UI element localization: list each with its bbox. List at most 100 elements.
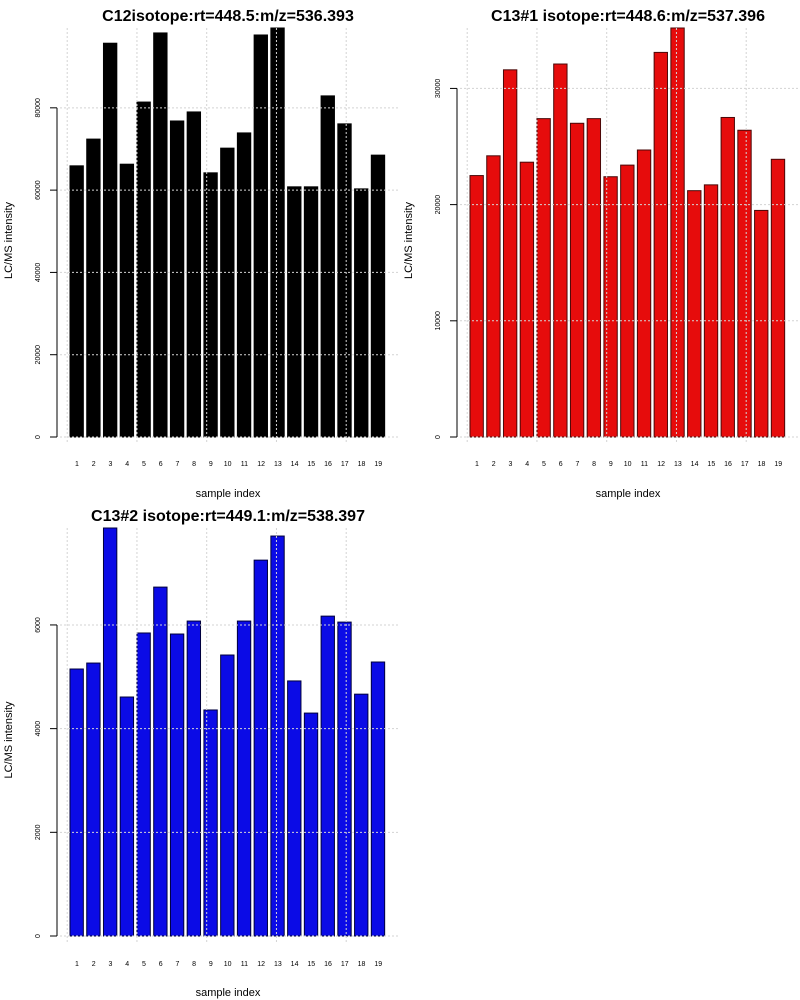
bar-6: [153, 32, 168, 438]
x-tick-label: 7: [175, 961, 179, 968]
bar-9: [603, 176, 618, 438]
y-axis-label: LC/MS intensity: [3, 701, 15, 779]
grid: [460, 28, 798, 443]
x-tick-label: 8: [592, 461, 596, 468]
bar-19: [770, 158, 786, 438]
x-tick-label: 16: [724, 461, 732, 468]
x-tick-label: 8: [192, 461, 196, 468]
bar-12: [653, 51, 668, 438]
grid: [60, 528, 398, 942]
bar-3: [102, 527, 118, 937]
x-tick-label: 9: [209, 461, 213, 468]
bar-6: [153, 586, 168, 937]
bar-16: [720, 116, 735, 438]
y-tick-label: 20000: [435, 195, 442, 215]
bar-4: [119, 163, 135, 438]
bar-7: [169, 120, 185, 438]
bar-5: [136, 101, 151, 438]
x-tick-label: 9: [609, 461, 613, 468]
bar-10: [620, 164, 635, 438]
x-tick-label: 5: [542, 461, 546, 468]
x-tick-label: 6: [559, 461, 563, 468]
x-tick-label: 16: [324, 961, 332, 968]
x-tick-label: 2: [492, 461, 496, 468]
y-tick-label: 10000: [435, 311, 442, 331]
x-tick-label: 12: [657, 461, 665, 468]
y-tick-label: 0: [35, 934, 42, 938]
chart-panel-3: C13#2 isotope:rt=449.1:m/z=538.397 0 2000 4…: [3, 508, 398, 999]
x-tick-label: 14: [291, 461, 299, 468]
bar-13: [270, 535, 285, 937]
bar-18: [754, 209, 769, 438]
bar-2: [86, 138, 101, 438]
x-tick-label: 13: [674, 461, 682, 468]
x-tick-label: 14: [691, 461, 699, 468]
x-tick-label: 16: [324, 461, 332, 468]
bar-15: [703, 184, 719, 438]
x-tick-label: 8: [192, 961, 196, 968]
x-tick-label: 19: [374, 961, 382, 968]
bar-3: [102, 42, 118, 438]
x-tick-label: 5: [142, 961, 146, 968]
x-tick-label: 4: [125, 961, 129, 968]
bar-5: [536, 118, 551, 438]
y-axis-label: LC/MS intensity: [403, 201, 415, 279]
bar-10: [220, 147, 235, 438]
bar-9: [203, 709, 218, 937]
x-axis-label: sample index: [596, 488, 661, 500]
bar-6: [553, 63, 568, 438]
bar-8: [186, 620, 202, 937]
y-tick-label: 6000: [35, 617, 42, 633]
bar-16: [320, 615, 335, 937]
x-tick-label: 1: [75, 461, 79, 468]
x-tick-label: 13: [274, 961, 282, 968]
x-tick-label: 11: [641, 461, 648, 468]
grid: [60, 28, 398, 443]
bar-11: [236, 620, 252, 937]
x-tick-label: 17: [741, 461, 749, 468]
bar-2: [486, 155, 501, 438]
x-tick-label: 11: [241, 461, 248, 468]
bar-15: [303, 186, 319, 438]
x-tick-label: 18: [358, 461, 366, 468]
y-axis: 0 10000 20000 30000: [435, 79, 458, 439]
bar-11: [636, 149, 652, 438]
x-tick-label: 14: [291, 961, 299, 968]
x-tick-labels: 1 2 3 4 5 6 7 8 9 10 11 12 13 14 15 16 17 18 19: [75, 961, 382, 968]
bars: [69, 27, 386, 438]
bar-18: [354, 188, 369, 438]
bar-11: [236, 132, 252, 438]
bar-3: [502, 69, 518, 438]
bar-14: [287, 186, 302, 438]
x-tick-label: 11: [241, 961, 248, 968]
bar-12: [253, 559, 268, 937]
chart-title: C13#1 isotope:rt=448.6:m/z=537.396: [491, 8, 765, 25]
x-tick-label: 9: [209, 961, 213, 968]
x-tick-labels: 1 2 3 4 5 6 7 8 9 10 11 12 13 14 15 16 17 18 19: [75, 461, 382, 468]
x-tick-label: 12: [257, 961, 265, 968]
x-tick-label: 15: [307, 961, 315, 968]
y-axis: 0 20000 40000 60000 80000: [35, 98, 58, 439]
bar-4: [119, 696, 135, 937]
bar-13: [270, 27, 285, 438]
x-tick-label: 4: [125, 461, 129, 468]
x-tick-label: 1: [475, 461, 479, 468]
bar-9: [203, 172, 218, 438]
x-tick-label: 13: [274, 461, 282, 468]
x-tick-label: 6: [159, 461, 163, 468]
bars: [469, 27, 786, 438]
bar-13: [670, 27, 685, 438]
bar-1: [469, 175, 484, 438]
x-tick-label: 2: [92, 961, 96, 968]
x-tick-labels: 1 2 3 4 5 6 7 8 9 10 11 12 13 14 15 16 17 18 19: [475, 461, 782, 468]
x-tick-label: 10: [624, 461, 632, 468]
x-tick-label: 7: [575, 461, 579, 468]
bar-8: [186, 111, 202, 438]
x-tick-label: 19: [374, 461, 382, 468]
bar-18: [354, 693, 369, 937]
x-tick-label: 3: [108, 461, 112, 468]
bar-7: [169, 633, 185, 937]
x-tick-label: 15: [707, 461, 715, 468]
bar-17: [337, 621, 352, 937]
